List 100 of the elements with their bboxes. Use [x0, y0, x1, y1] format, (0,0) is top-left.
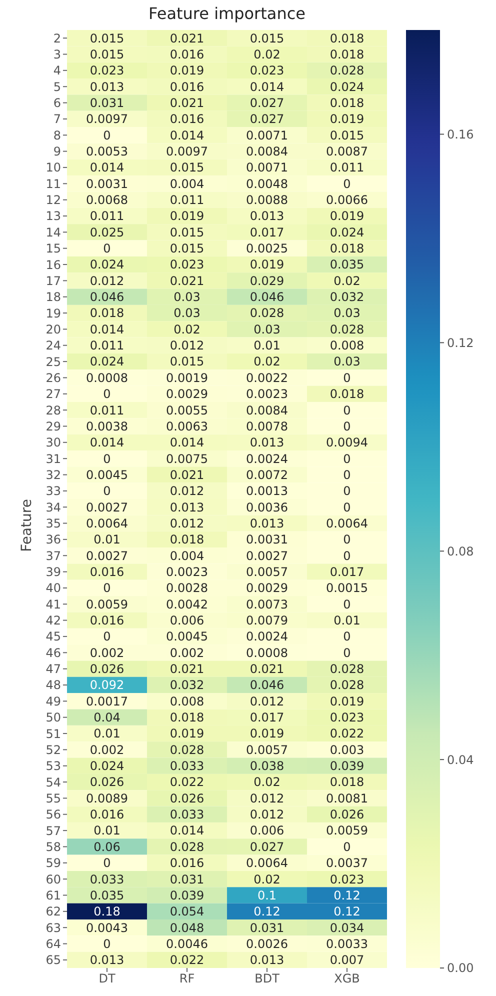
data-label: 0.031: [90, 96, 124, 110]
data-label: 0.0026: [246, 936, 288, 951]
data-label: 0.046: [250, 290, 284, 304]
data-label: 0.0064: [326, 516, 368, 530]
data-label: 0.017: [250, 710, 284, 725]
y-tick-label: 11: [46, 176, 61, 191]
data-label: 0.028: [170, 742, 204, 757]
y-tick-label: 33: [46, 484, 61, 498]
data-label: 0.015: [90, 47, 124, 62]
data-label: 0: [103, 856, 111, 870]
data-label: 0.018: [330, 387, 364, 402]
data-label: 0.0013: [246, 484, 288, 498]
data-label: 0: [343, 500, 351, 514]
data-label: 0: [103, 484, 111, 498]
data-label: 0.02: [254, 872, 280, 886]
data-label: 0.046: [250, 678, 284, 692]
y-tick-label: 29: [46, 419, 61, 434]
data-label: 0.013: [250, 209, 284, 224]
data-label: 0.023: [330, 872, 364, 886]
data-label: 0.06: [94, 840, 120, 854]
data-label: 0.0027: [86, 548, 128, 563]
data-label: 0.015: [250, 31, 284, 46]
data-label: 0.014: [170, 436, 204, 450]
data-label: 0.033: [90, 872, 124, 886]
data-label: 0.022: [330, 726, 364, 741]
data-label: 0.0048: [246, 176, 288, 191]
y-tick-label: 30: [46, 436, 61, 450]
data-label: 0.031: [170, 872, 204, 886]
data-label: 0.02: [254, 354, 280, 369]
y-tick-label: 65: [46, 953, 61, 968]
data-label: 0.033: [170, 759, 204, 774]
x-tick-label: XGB: [334, 972, 360, 986]
data-label: 0.0073: [246, 597, 288, 612]
y-tick-label: 46: [46, 646, 61, 660]
y-tick-label: 60: [46, 872, 61, 886]
y-tick-label: 24: [46, 338, 61, 353]
data-label: 0.016: [90, 808, 124, 822]
data-label: 0.013: [90, 80, 124, 94]
data-label: 0.0023: [246, 387, 288, 402]
data-label: 0.013: [250, 436, 284, 450]
data-label: 0.12: [254, 904, 280, 919]
y-tick-label: 40: [46, 581, 61, 596]
color-bar-label: 0.08: [447, 544, 474, 558]
data-label: 0.01: [94, 726, 120, 741]
x-tick-label: RF: [179, 972, 195, 986]
y-tick-label: 18: [46, 290, 61, 304]
data-label: 0.012: [250, 791, 284, 806]
data-label: 0.0022: [246, 370, 288, 385]
y-tick-label: 13: [46, 209, 61, 224]
data-label: 0.016: [170, 47, 204, 62]
data-label: 0.0087: [326, 144, 368, 158]
data-label: 0.0024: [246, 630, 288, 644]
data-label: 0.01: [94, 532, 120, 547]
data-label: 0.01: [254, 338, 280, 353]
data-label: 0.032: [170, 678, 204, 692]
data-label: 0.015: [170, 160, 204, 175]
data-label: 0.0059: [326, 824, 368, 838]
data-label: 0: [103, 936, 111, 951]
data-label: 0.0028: [166, 581, 208, 596]
data-label: 0.019: [250, 726, 284, 741]
data-label: 0.018: [330, 96, 364, 110]
data-label: 0.0023: [166, 564, 208, 579]
data-label: 0: [103, 242, 111, 256]
data-label: 0.023: [90, 64, 124, 78]
y-tick-label: 63: [46, 920, 61, 935]
data-label: 0.016: [170, 856, 204, 870]
data-label: 0.011: [330, 160, 364, 175]
data-label: 0.018: [330, 242, 364, 256]
data-label: 0: [343, 484, 351, 498]
data-label: 0: [343, 840, 351, 854]
data-label: 0.012: [250, 808, 284, 822]
data-label: 0.0043: [86, 920, 128, 935]
y-tick-label: 12: [46, 193, 61, 208]
data-label: 0.002: [170, 646, 204, 660]
data-label: 0.0071: [246, 128, 288, 142]
data-label: 0.017: [330, 564, 364, 579]
color-bar-label: 0.16: [447, 127, 474, 142]
data-label: 0.04: [94, 710, 120, 725]
y-tick-label: 42: [46, 614, 61, 628]
data-label: 0.12: [334, 888, 360, 902]
y-tick-label: 7: [53, 112, 61, 126]
data-label: 0.0066: [326, 193, 368, 208]
y-tick-label: 37: [46, 548, 61, 563]
y-tick-label: 10: [46, 160, 61, 175]
data-label: 0.0027: [86, 500, 128, 514]
data-label: 0.02: [254, 775, 280, 790]
y-tick-label: 17: [46, 274, 61, 288]
data-label: 0.0031: [246, 532, 288, 547]
y-tick-label: 27: [46, 387, 61, 402]
data-label: 0.0088: [246, 193, 288, 208]
y-tick-label: 4: [53, 64, 61, 78]
data-label: 0.006: [170, 613, 204, 628]
y-tick-label: 58: [46, 840, 61, 854]
data-label: 0.014: [90, 322, 124, 336]
y-tick-label: 16: [46, 258, 61, 272]
y-tick-label: 50: [46, 710, 61, 725]
data-label: 0: [343, 452, 351, 466]
data-label: 0.012: [250, 694, 284, 708]
y-tick-label: 55: [46, 791, 61, 806]
data-label: 0.019: [170, 726, 204, 741]
